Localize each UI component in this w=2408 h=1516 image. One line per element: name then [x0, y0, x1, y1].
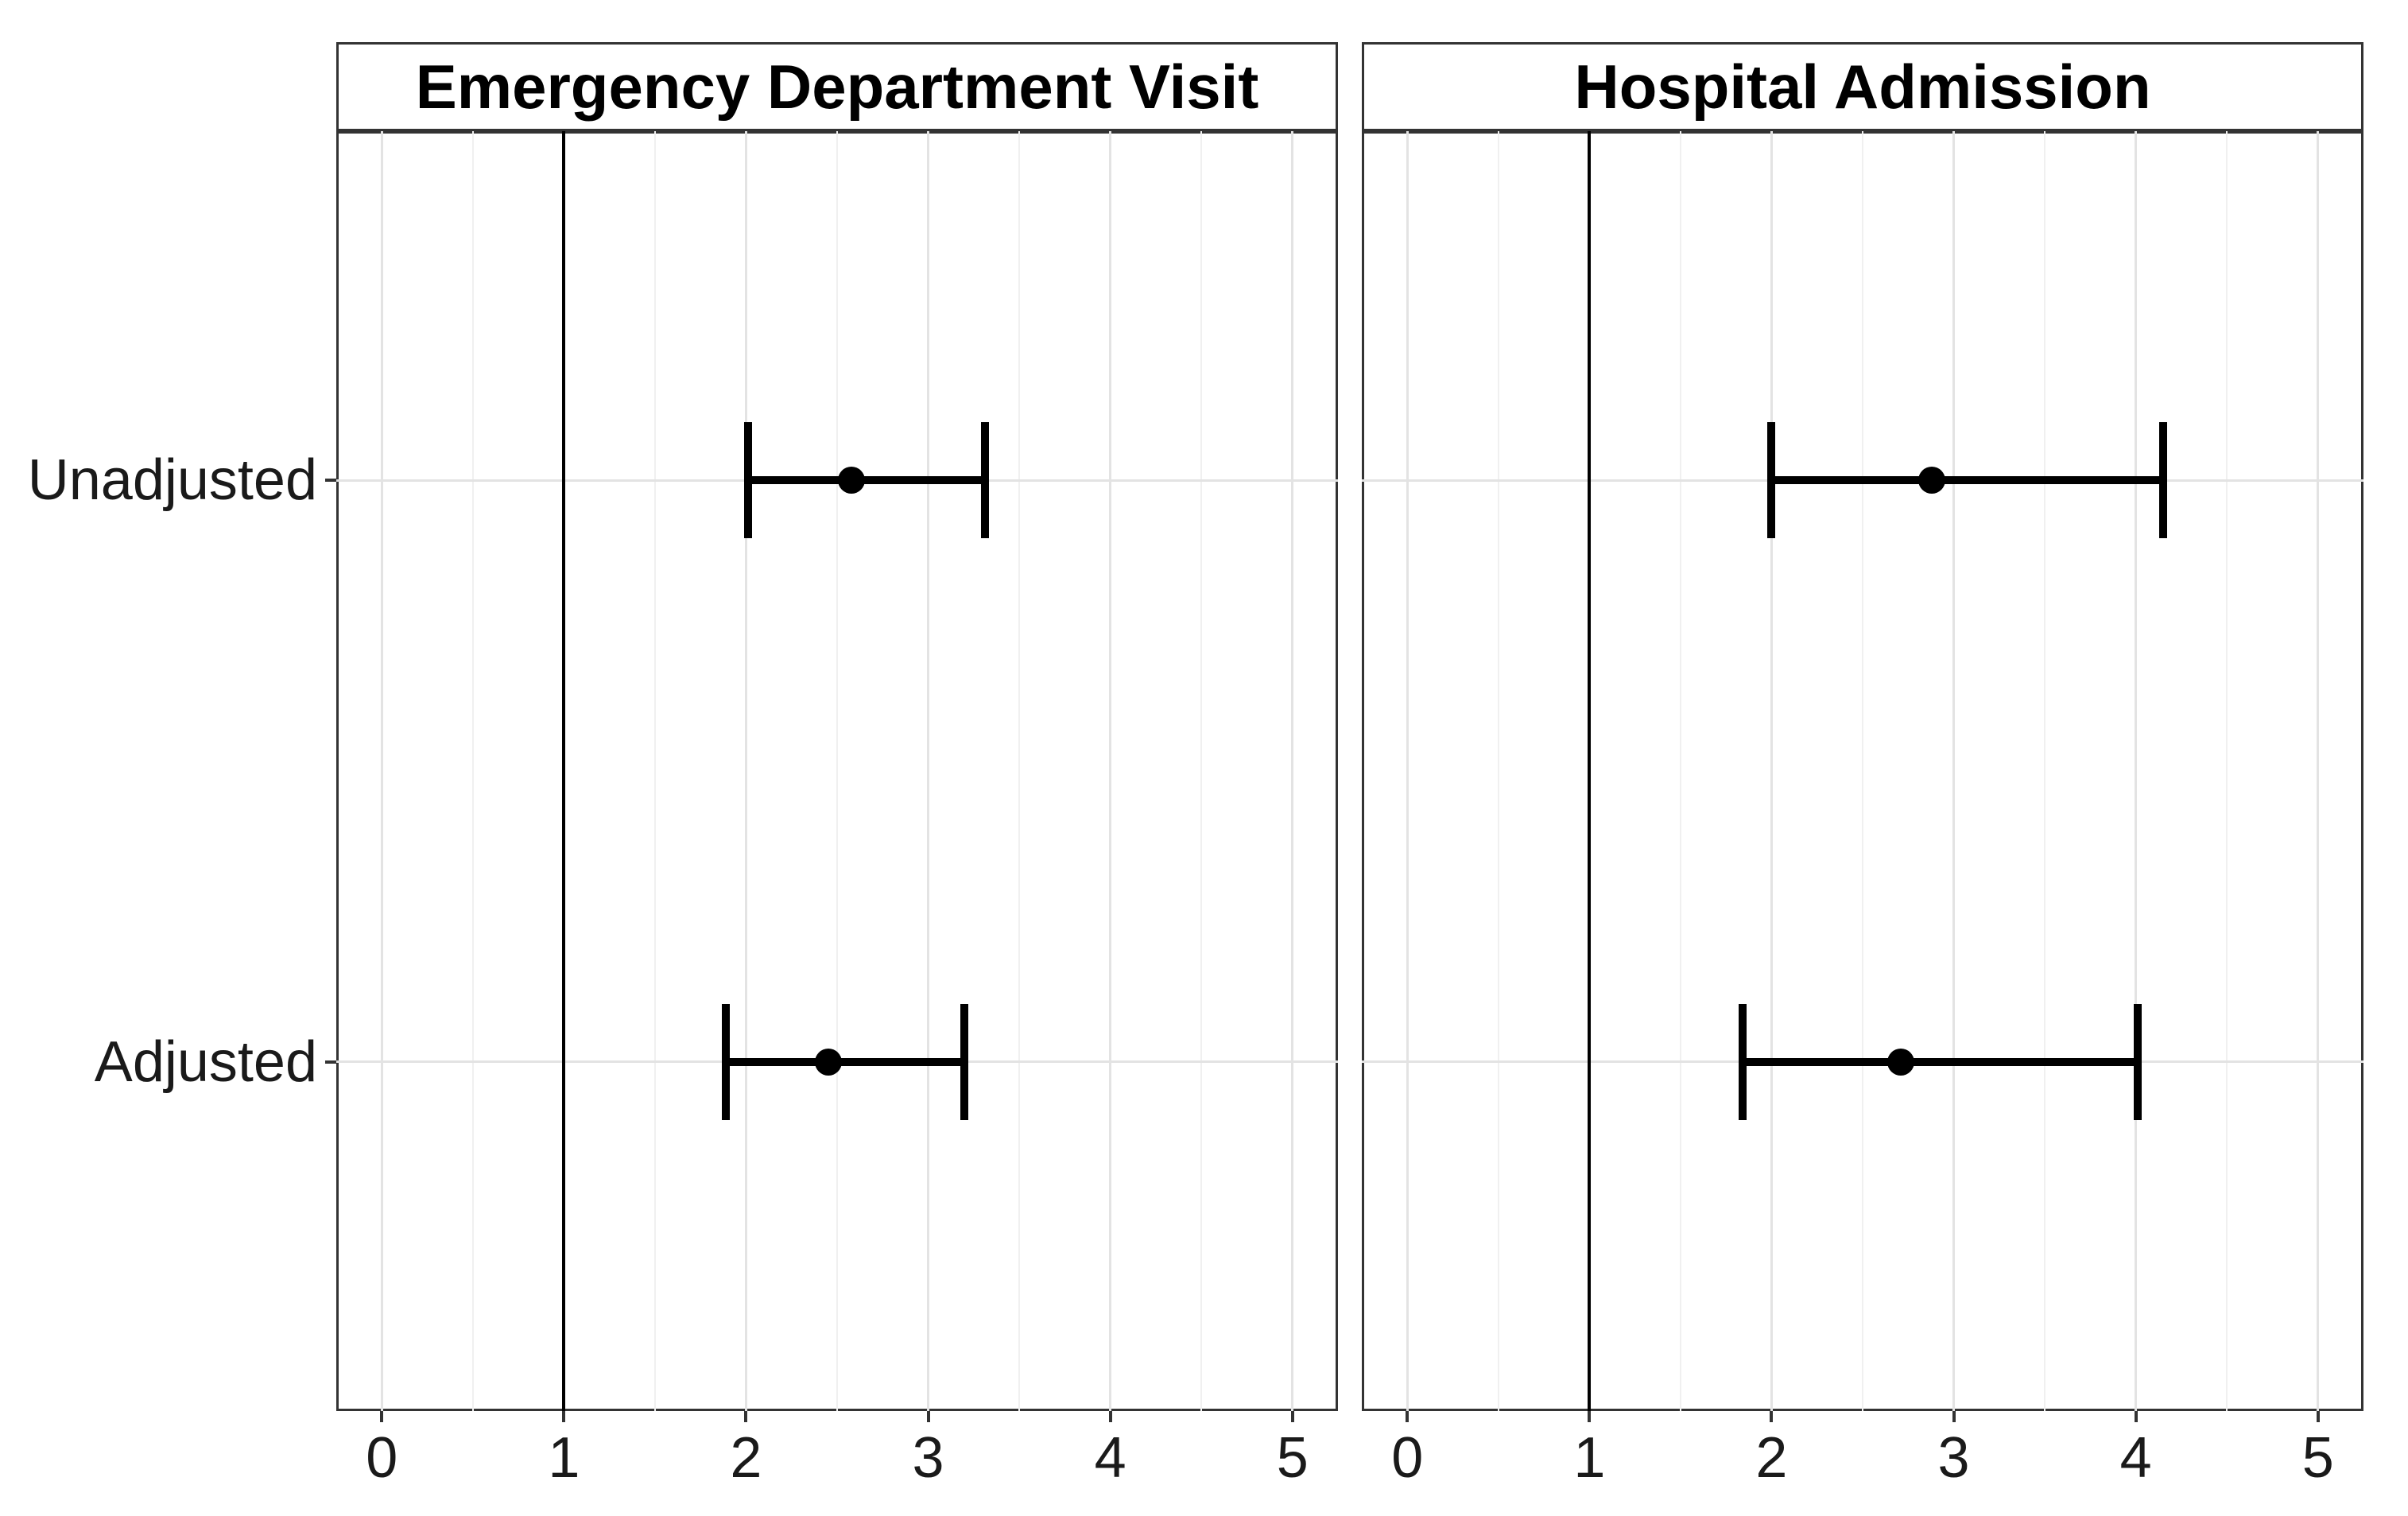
x-tick	[926, 1411, 930, 1422]
errorbar-line	[1742, 1057, 2138, 1066]
errorbar-line	[1771, 476, 2163, 485]
x-tick-label: 1	[548, 1426, 580, 1490]
gridline-minor-v	[836, 131, 838, 1411]
x-tick-label: 2	[1755, 1426, 1788, 1490]
x-tick	[380, 1411, 384, 1422]
gridline-minor-v	[1862, 131, 1863, 1411]
x-tick	[1952, 1411, 1956, 1422]
x-tick-label: 1	[1573, 1426, 1606, 1490]
x-tick	[744, 1411, 748, 1422]
x-tick	[1406, 1411, 1410, 1422]
gridline-major-v	[1952, 131, 1956, 1411]
errorbar-cap-low	[1738, 1003, 1747, 1120]
y-axis-label-unadjusted: Unadjusted	[27, 448, 317, 513]
gridline-minor-v	[1018, 131, 1021, 1411]
gridline-minor-v	[2226, 131, 2228, 1411]
gridline-minor-v	[1200, 131, 1203, 1411]
x-tick-label: 2	[730, 1426, 762, 1490]
x-tick	[1108, 1411, 1112, 1422]
point-estimate	[1918, 467, 1946, 494]
errorbar-line	[726, 1057, 965, 1066]
facet-title-hospital-admission: Hospital Admission	[1574, 51, 2151, 122]
y-tick	[325, 479, 336, 483]
y-axis-label-adjusted: Adjusted	[94, 1029, 317, 1094]
x-tick-label: 0	[366, 1426, 398, 1490]
x-tick-label: 4	[1094, 1426, 1126, 1490]
x-tick	[1770, 1411, 1774, 1422]
facet-title-emergency-department-visit: Emergency Department Visit	[415, 51, 1259, 122]
errorbar-cap-high	[980, 422, 989, 539]
x-tick-label: 3	[912, 1426, 944, 1490]
x-tick	[562, 1411, 566, 1422]
gridline-major-v	[1291, 131, 1294, 1411]
point-estimate	[1887, 1048, 1915, 1076]
panel-area-emergency-department-visit	[336, 131, 1338, 1411]
x-tick-label: 3	[1937, 1426, 1970, 1490]
gridline-major-v	[1109, 131, 1112, 1411]
point-estimate	[838, 467, 866, 494]
errorbar-cap-low	[722, 1003, 731, 1120]
x-tick	[2134, 1411, 2138, 1422]
errorbar-cap-high	[2159, 422, 2167, 539]
gridline-major-v	[1770, 131, 1773, 1411]
x-tick	[1588, 1411, 1592, 1422]
x-tick-label: 5	[2301, 1426, 2334, 1490]
x-tick-label: 0	[1391, 1426, 1424, 1490]
x-tick-label: 4	[2119, 1426, 2152, 1490]
x-tick	[2316, 1411, 2320, 1422]
errorbar-cap-low	[1767, 422, 1776, 539]
x-tick-label: 5	[1276, 1426, 1309, 1490]
x-tick	[1290, 1411, 1294, 1422]
gridline-major-v	[744, 131, 747, 1411]
facet-strip-emergency-department-visit: Emergency Department Visit	[336, 42, 1338, 131]
gridline-minor-v	[471, 131, 474, 1411]
errorbar-cap-high	[960, 1003, 969, 1120]
errorbar-cap-high	[2133, 1003, 2142, 1120]
gridline-minor-v	[1497, 131, 1499, 1411]
gridline-minor-v	[653, 131, 656, 1411]
y-tick	[325, 1060, 336, 1064]
gridline-major-v	[927, 131, 930, 1411]
gridline-major-v	[2317, 131, 2320, 1411]
point-estimate	[814, 1048, 842, 1076]
errorbar-cap-low	[743, 422, 752, 539]
gridline-minor-v	[1679, 131, 1681, 1411]
gridline-minor-v	[2044, 131, 2046, 1411]
panel-area-hospital-admission	[1362, 131, 2363, 1411]
gridline-major-v	[1406, 131, 1409, 1411]
reference-line	[562, 131, 566, 1411]
gridline-major-v	[380, 131, 383, 1411]
facet-strip-hospital-admission: Hospital Admission	[1362, 42, 2363, 131]
errorbar-line	[747, 476, 985, 485]
gridline-major-v	[2135, 131, 2138, 1411]
reference-line	[1588, 131, 1592, 1411]
